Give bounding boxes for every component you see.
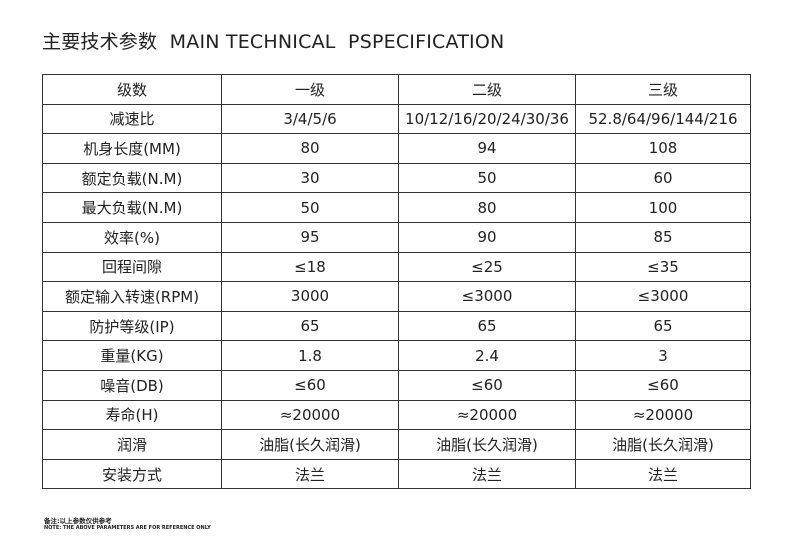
cell: 30 (221, 162, 399, 194)
cell: 85 (575, 221, 751, 253)
cell: 52.8/64/96/144/216 (575, 103, 751, 135)
cell: 108 (575, 133, 751, 164)
cell: 60 (575, 162, 751, 194)
spec-table: 级数 一级 二级 三级 减速比 3/4/5/6 10/12/16/20/24/30/36 52… (42, 74, 751, 490)
cell: 100 (575, 192, 751, 223)
cell: 回程间隙 (42, 251, 222, 283)
cell: ≈20000 (398, 399, 576, 431)
cell: ≤25 (398, 251, 576, 283)
table-row: 减速比 3/4/5/6 10/12/16/20/24/30/36 52.8/64/96… (42, 103, 751, 135)
cell: 一级 (221, 74, 399, 105)
cell: 效率(%) (42, 221, 222, 253)
cell: ≤3000 (398, 281, 576, 312)
table-row: 额定负载(N.M) 30 50 60 (42, 162, 751, 194)
cell: 95 (221, 221, 399, 253)
cell: 二级 (398, 74, 576, 105)
cell: 10/12/16/20/24/30/36 (398, 103, 576, 135)
cell: 80 (398, 192, 576, 223)
cell: 寿命(H) (42, 399, 222, 431)
cell: ≤3000 (575, 281, 751, 312)
cell: 65 (575, 310, 751, 342)
header-row: 级数 一级 二级 三级 (42, 74, 751, 105)
cell: 50 (221, 192, 399, 223)
table-row: 安装方式 法兰 法兰 法兰 (42, 458, 751, 490)
cell: 法兰 (221, 458, 399, 490)
table-row: 效率(%) 95 90 85 (42, 221, 751, 253)
cell: ≤18 (221, 251, 399, 283)
table-row: 重量(KG) 1.8 2.4 3 (42, 340, 751, 371)
cell: 50 (398, 162, 576, 194)
cell: 3/4/5/6 (221, 103, 399, 135)
cell: ≈20000 (221, 399, 399, 431)
cell: 机身长度(MM) (42, 133, 222, 164)
table-row: 回程间隙 ≤18 ≤25 ≤35 (42, 251, 751, 283)
cell: 法兰 (575, 458, 751, 490)
cell: 减速比 (42, 103, 222, 135)
cell: 油脂(长久润滑) (398, 429, 576, 460)
cell: 噪音(DB) (42, 369, 222, 401)
cell: 法兰 (398, 458, 576, 490)
cell: 94 (398, 133, 576, 164)
cell: 2.4 (398, 340, 576, 371)
cell: 65 (398, 310, 576, 342)
cell: 90 (398, 221, 576, 253)
cell: 油脂(长久润滑) (575, 429, 751, 460)
cell: ≤60 (575, 369, 751, 401)
note-en: NOTE: THE ABOVE PARAMETERS ARE FOR REFER… (44, 525, 211, 531)
cell: 安装方式 (42, 458, 222, 490)
table-row: 额定输入转速(RPM) 3000 ≤3000 ≤3000 (42, 281, 751, 312)
cell: 3000 (221, 281, 399, 312)
cell: 1.8 (221, 340, 399, 371)
table-row: 最大负载(N.M) 50 80 100 (42, 192, 751, 223)
title: 主要技术参数 MAIN TECHNICAL PSPECIFICATION (42, 31, 505, 53)
table-row: 防护等级(IP) 65 65 65 (42, 310, 751, 342)
cell: 3 (575, 340, 751, 371)
cell: 最大负载(N.M) (42, 192, 222, 223)
cell: 重量(KG) (42, 340, 222, 371)
cell: 额定负载(N.M) (42, 162, 222, 194)
cell: ≈20000 (575, 399, 751, 431)
cell: 级数 (42, 74, 222, 105)
table-row: 寿命(H) ≈20000 ≈20000 ≈20000 (42, 399, 751, 431)
table-row: 润滑 油脂(长久润滑) 油脂(长久润滑) 油脂(长久润滑) (42, 429, 751, 460)
cell: 额定输入转速(RPM) (42, 281, 222, 312)
table-row: 噪音(DB) ≤60 ≤60 ≤60 (42, 369, 751, 401)
cell: 润滑 (42, 429, 222, 460)
cell: 防护等级(IP) (42, 310, 222, 342)
cell: ≤60 (221, 369, 399, 401)
cell: 80 (221, 133, 399, 164)
note-cn: 备注:以上参数仅供参考 (44, 517, 112, 525)
cell: 65 (221, 310, 399, 342)
cell: 三级 (575, 74, 751, 105)
cell: ≤35 (575, 251, 751, 283)
cell: 油脂(长久润滑) (221, 429, 399, 460)
table-row: 机身长度(MM) 80 94 108 (42, 133, 751, 164)
cell: ≤60 (398, 369, 576, 401)
